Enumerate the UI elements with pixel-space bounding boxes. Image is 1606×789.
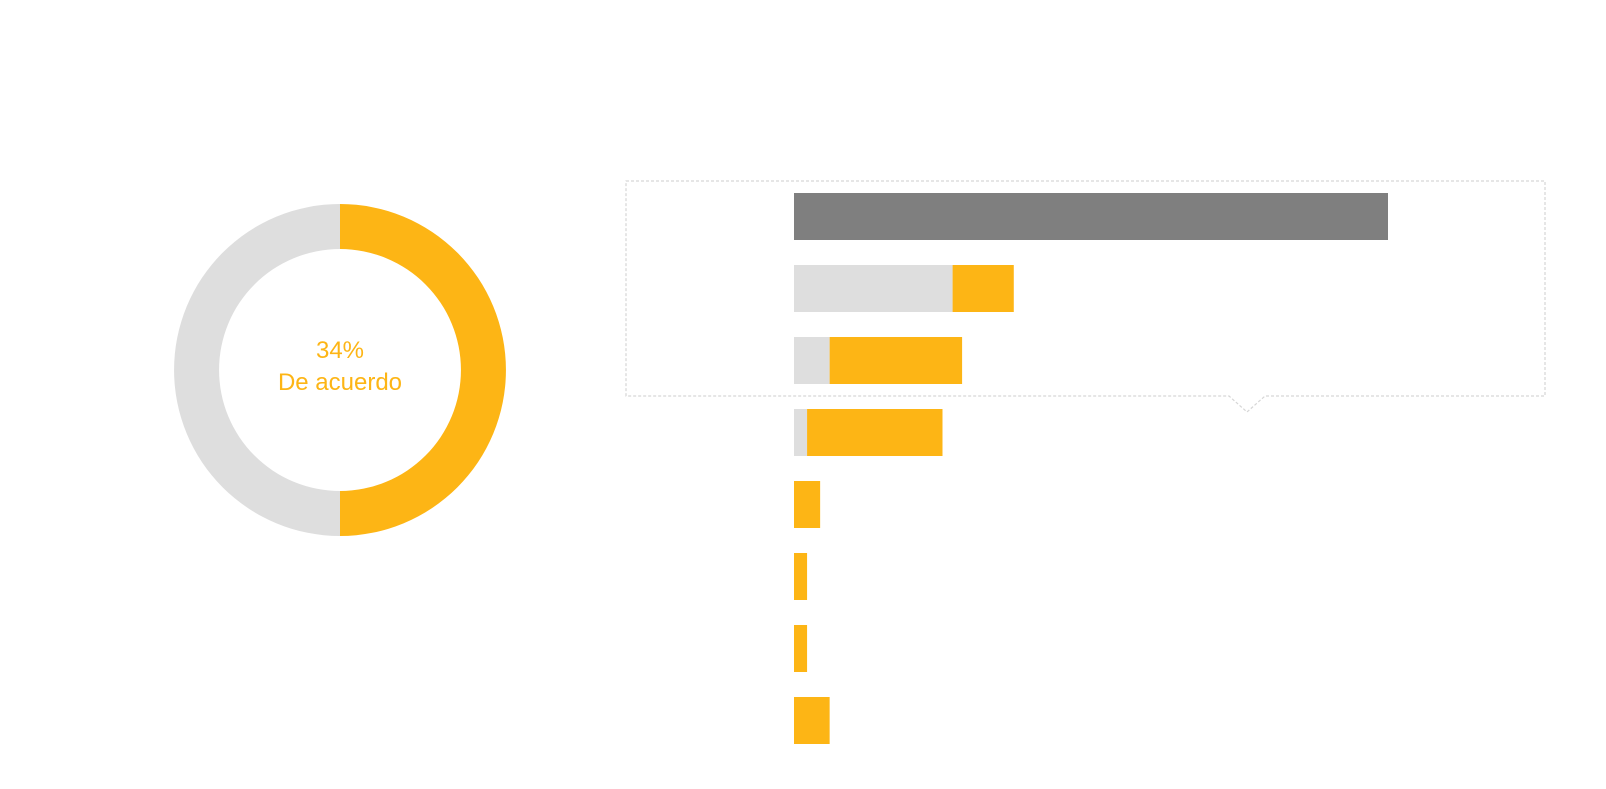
bar-row-6-segment-3 [794, 553, 808, 600]
donut-slices [174, 204, 506, 536]
highlight-callout-box [625, 180, 1546, 413]
bar-row-2-segment-2 [794, 265, 953, 312]
bar-row-1-segment-1 [794, 193, 1388, 240]
bar-row-4-segment-3 [807, 409, 943, 456]
bar-row-4-segment-2 [794, 409, 808, 456]
bar-row-5-segment-3 [794, 481, 821, 528]
bar-row-7-segment-3 [794, 625, 808, 672]
donut-center-label: De acuerdo [278, 369, 402, 396]
donut-slice-1 [340, 204, 506, 536]
bar-row-2-segment-3 [952, 265, 1014, 312]
donut-chart: 34% De acuerdo [174, 204, 506, 536]
donut-slice-2 [174, 204, 340, 536]
bar-row-8-segment-3 [794, 697, 830, 744]
bar-row-3-segment-2 [794, 337, 830, 384]
donut-center-value: 34% [316, 337, 364, 364]
horizontal-bar-chart [625, 180, 1546, 744]
bar-row-3-segment-3 [829, 337, 963, 384]
bar-rows [794, 193, 1388, 744]
